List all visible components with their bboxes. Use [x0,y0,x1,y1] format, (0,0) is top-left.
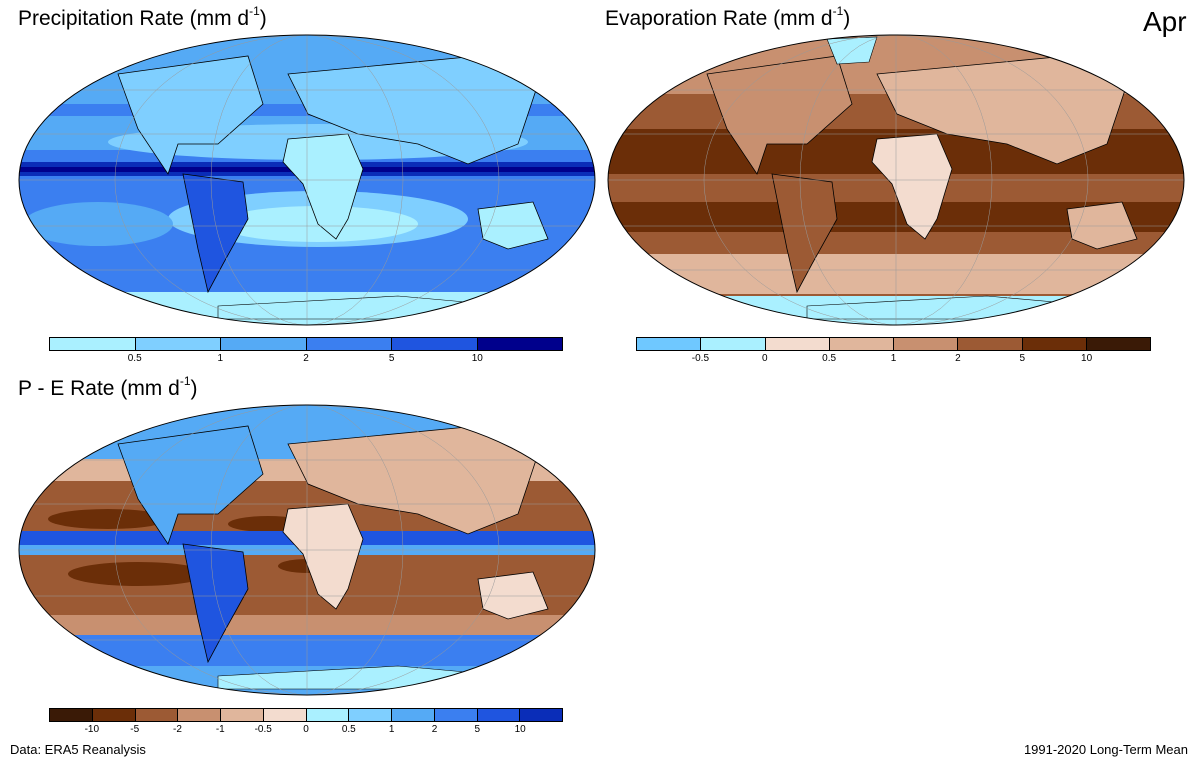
precip-tick: 10 [471,353,483,364]
pe-tick: -0.5 [254,724,272,735]
period-label: 1991-2020 Long-Term Mean [1023,742,1188,757]
evap-title-close: ) [843,7,851,30]
precip-tick: 1 [217,353,224,364]
evap-tick: 5 [1019,353,1026,364]
precip-tick: 0.5 [127,353,142,364]
evap-map [607,34,1185,326]
precip-title-sup: -1 [249,4,260,18]
pe-title-close: ) [190,377,198,400]
pe-tick: 5 [474,724,481,735]
pe-title-sup: -1 [179,374,191,388]
pe-tick: 1 [388,724,395,735]
precip-map [18,34,596,326]
pe-tick: 10 [514,724,526,735]
pe-tick: -5 [130,724,140,735]
precip-title: Precipitation Rate (mm d-1) [18,4,267,31]
evap-tick: -0.5 [691,353,710,364]
evap-colorbar [636,337,1151,351]
evap-title-sup: -1 [832,4,844,18]
pe-colorbar-ticks: -10 -5 -2 -1 -0.5 0 0.5 1 2 5 10 [49,724,563,738]
precip-title-close: ) [259,7,267,30]
pe-title-text: P - E Rate (mm d [18,377,180,400]
precip-tick: 2 [303,353,309,364]
precip-colorbar [49,337,563,351]
month-label: Apr [1143,6,1187,37]
evap-colorbar-ticks: -0.5 0 0.5 1 2 5 10 [636,353,1151,367]
evap-tick: 0.5 [822,353,837,364]
pe-map [18,404,596,696]
pe-colorbar [49,708,563,722]
pe-tick: -1 [215,724,225,735]
evap-tick: 1 [890,353,897,364]
precip-colorbar-ticks: 0.5 1 2 5 10 [49,353,563,367]
precip-tick: 5 [388,353,395,364]
pe-tick: -2 [173,724,182,735]
precip-title-text: Precipitation Rate (mm d [18,7,250,30]
evap-tick: 0 [762,353,768,364]
pe-title: P - E Rate (mm d-1) [18,374,198,401]
evap-tick: 2 [955,353,961,364]
pe-tick: -10 [84,724,100,735]
evap-title: Evaporation Rate (mm d-1) [605,4,851,31]
evap-tick: 10 [1081,353,1093,364]
evap-title-text: Evaporation Rate (mm d [605,7,833,30]
data-source-label: Data: ERA5 Reanalysis [10,742,146,757]
pe-tick: 0.5 [341,724,356,735]
pe-tick: 0 [303,724,309,735]
pe-tick: 2 [431,724,438,735]
